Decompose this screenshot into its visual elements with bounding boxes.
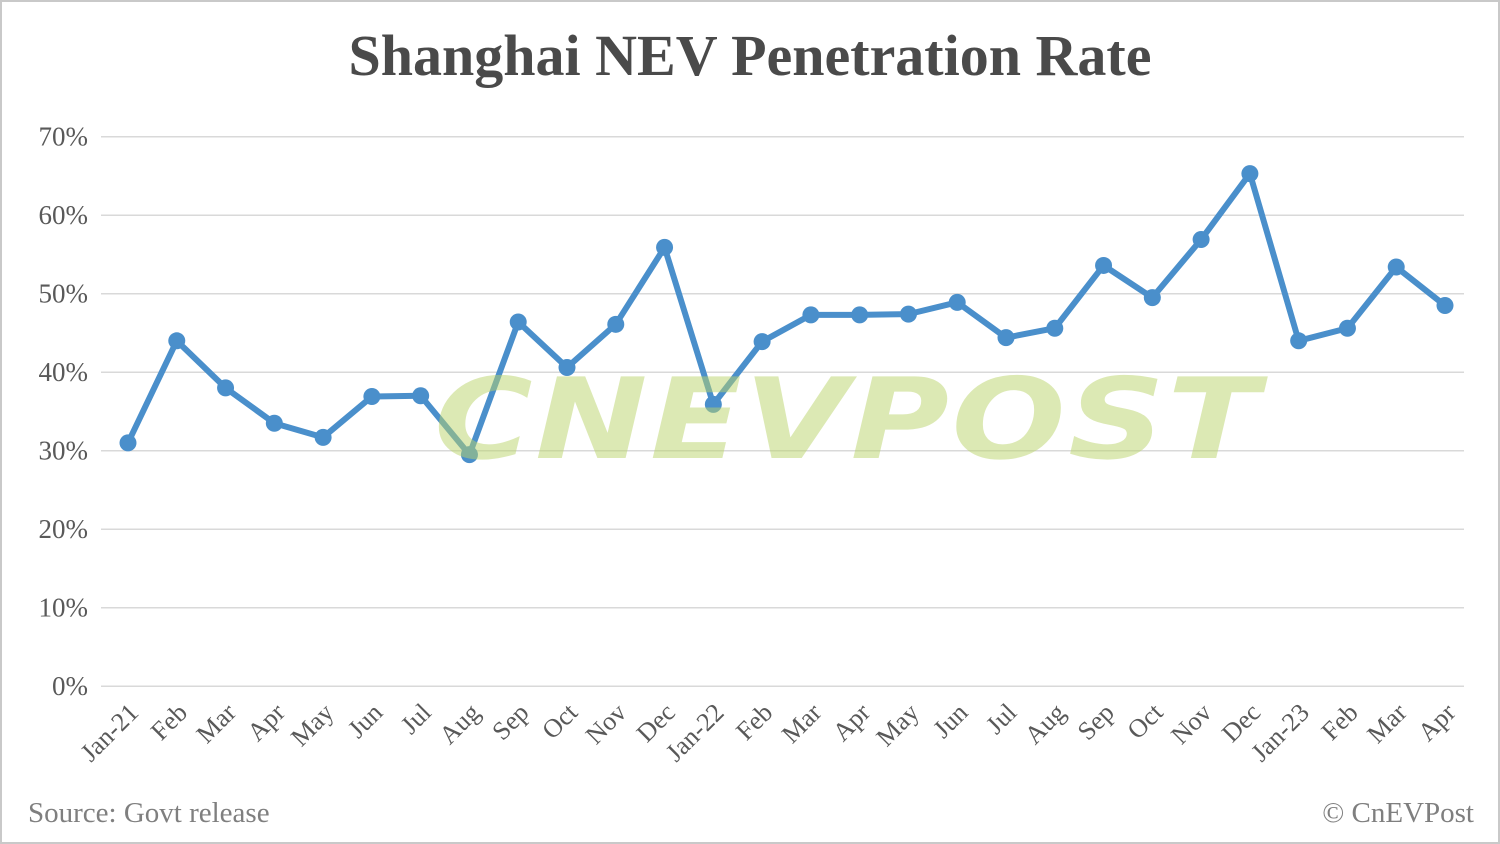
- x-axis-tick-label: May: [285, 698, 339, 752]
- x-axis-tick-label: Nov: [580, 698, 632, 750]
- data-point-marker: [704, 395, 722, 413]
- data-point-marker: [656, 238, 674, 256]
- y-axis-tick-label: 0%: [52, 671, 88, 701]
- data-point-marker: [168, 332, 186, 350]
- data-point-marker: [753, 333, 771, 351]
- x-axis-tick-label: May: [870, 698, 924, 752]
- chart-title: Shanghai NEV Penetration Rate: [348, 23, 1152, 88]
- y-axis-tick-label: 30%: [39, 436, 89, 466]
- x-axis-tick-label: Oct: [1122, 697, 1170, 745]
- data-point-marker: [460, 446, 478, 464]
- data-point-marker: [1095, 256, 1113, 274]
- y-axis-tick-label: 50%: [39, 279, 89, 309]
- y-axis-tick-label: 20%: [39, 514, 89, 544]
- x-axis-tick-label: Feb: [1316, 698, 1364, 746]
- data-point-marker: [217, 379, 235, 397]
- y-axis-tick-label: 10%: [39, 593, 89, 623]
- x-axis-tick-label: Apr: [827, 697, 876, 746]
- y-axis-tick-label: 40%: [39, 357, 89, 387]
- data-point-marker: [509, 313, 527, 331]
- data-point-marker: [119, 434, 137, 452]
- x-axis-tick-label: Mar: [191, 698, 242, 749]
- data-point-marker: [802, 306, 820, 324]
- x-axis-tick-label: Nov: [1165, 698, 1217, 750]
- data-point-marker: [1290, 332, 1308, 350]
- y-axis-tick-label: 70%: [39, 122, 89, 152]
- data-point-marker: [1192, 231, 1210, 249]
- data-point-marker: [412, 387, 430, 405]
- x-axis-tick-label: Mar: [1361, 698, 1412, 749]
- data-point-marker: [1046, 319, 1064, 337]
- data-point-marker: [265, 414, 283, 432]
- x-axis-tick-label: Feb: [730, 698, 778, 746]
- x-axis-tick-label: Jul: [980, 698, 1022, 740]
- source-text: Source: Govt release: [28, 797, 270, 829]
- data-point-marker: [1143, 289, 1161, 307]
- nev-penetration-line-series: [125, 170, 1448, 458]
- x-axis-tick-label: Apr: [241, 697, 290, 746]
- data-point-marker: [1387, 258, 1405, 276]
- data-point-marker: [314, 428, 332, 446]
- x-axis-tick-label: Apr: [1412, 697, 1461, 746]
- data-point-marker: [851, 306, 869, 324]
- x-axis-tick-label: Aug: [1019, 698, 1071, 750]
- x-axis-tick-label: Jan-21: [75, 698, 145, 768]
- x-axis-tick-label: Sep: [486, 698, 534, 746]
- x-axis-tick-label: Feb: [145, 698, 193, 746]
- x-axis-tick-label: Jul: [395, 698, 437, 740]
- x-axis-tick-label: Jun: [927, 698, 973, 744]
- data-point-marker: [558, 358, 576, 376]
- data-point-marker: [1436, 296, 1454, 314]
- x-axis-tick-label: Jun: [342, 698, 388, 744]
- data-point-marker: [997, 329, 1015, 347]
- y-axis-tick-label: 60%: [39, 200, 89, 230]
- x-axis-tick-label: Mar: [776, 698, 827, 749]
- x-axis-tick-label: Sep: [1072, 698, 1120, 746]
- credit-text: © CnEVPost: [1322, 797, 1474, 829]
- data-point-marker: [899, 305, 917, 323]
- data-point-marker: [1338, 319, 1356, 337]
- data-point-marker: [1241, 165, 1259, 183]
- data-point-marker: [607, 315, 625, 333]
- x-axis-tick-label: Oct: [536, 697, 584, 745]
- data-point-marker: [948, 293, 966, 311]
- data-point-marker: [363, 388, 381, 406]
- x-axis-tick-label: Aug: [434, 698, 486, 750]
